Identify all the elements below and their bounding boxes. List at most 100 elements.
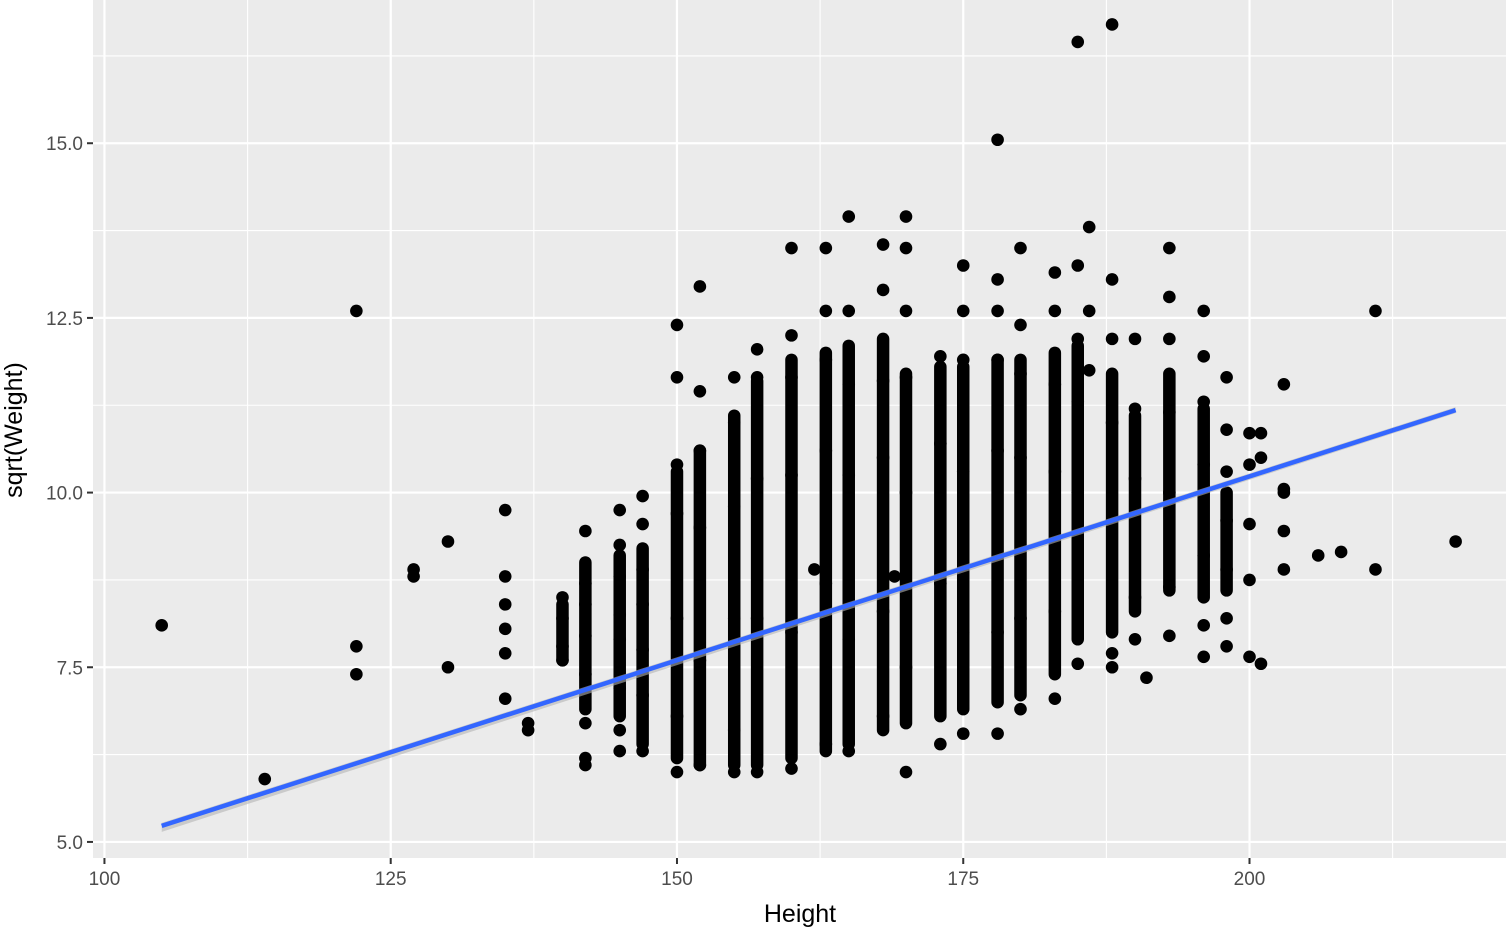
data-point	[613, 538, 627, 552]
data-point	[613, 608, 627, 622]
data-point	[1163, 290, 1176, 304]
data-point	[1048, 377, 1062, 391]
x-tick-label: 100	[89, 869, 121, 890]
data-point	[498, 646, 512, 660]
data-points	[155, 18, 1462, 786]
data-point	[842, 304, 856, 318]
data-point	[1220, 612, 1233, 625]
data-point	[1197, 458, 1211, 471]
data-point	[899, 765, 913, 779]
data-point	[1197, 350, 1211, 363]
data-point	[1197, 395, 1211, 409]
data-point	[1277, 377, 1291, 391]
data-point	[876, 374, 890, 388]
data-point	[1369, 304, 1382, 318]
data-point	[1163, 580, 1176, 594]
data-point	[876, 283, 890, 297]
data-point	[899, 660, 913, 674]
data-point	[1071, 259, 1085, 272]
data-point	[750, 370, 764, 384]
data-point	[693, 444, 707, 457]
data-point	[498, 622, 512, 636]
data-point	[727, 370, 741, 384]
y-tick-label: 12.5	[46, 309, 83, 330]
data-point	[579, 667, 592, 681]
data-point	[613, 723, 627, 737]
data-point	[670, 318, 684, 332]
data-point	[613, 570, 627, 583]
data-point	[842, 633, 856, 646]
x-axis-title: Height	[764, 900, 836, 928]
regression-line	[161, 407, 1457, 829]
data-point	[934, 737, 947, 751]
data-point	[1105, 273, 1119, 286]
data-point	[991, 133, 1004, 147]
data-point	[1449, 535, 1462, 548]
data-point	[819, 304, 833, 318]
data-point	[613, 744, 627, 758]
data-point	[1105, 416, 1119, 430]
data-point	[842, 468, 856, 482]
data-point	[1048, 266, 1062, 279]
data-point	[670, 709, 684, 723]
y-tick-label: 5.0	[57, 833, 83, 854]
data-point	[1082, 304, 1096, 318]
data-point	[991, 304, 1004, 318]
data-point	[899, 304, 913, 318]
data-point	[727, 500, 741, 513]
data-point	[727, 723, 741, 737]
y-tick-label: 15.0	[46, 134, 83, 155]
data-point	[636, 489, 649, 503]
data-point	[888, 570, 901, 583]
regression-fit	[161, 407, 1457, 832]
data-point	[785, 370, 798, 384]
x-tick-label: 150	[661, 869, 693, 890]
y-axis-title: sqrt(Weight)	[0, 362, 28, 498]
data-point	[498, 570, 512, 583]
data-point	[441, 535, 455, 548]
data-point	[1220, 370, 1233, 384]
data-point	[613, 681, 627, 695]
data-point	[1220, 423, 1233, 436]
data-point	[613, 503, 627, 517]
data-point	[1071, 657, 1085, 671]
data-point	[1071, 332, 1085, 346]
data-point	[1220, 563, 1233, 576]
data-point	[670, 370, 684, 384]
data-point	[819, 353, 833, 367]
data-point	[579, 629, 592, 643]
data-point	[956, 304, 970, 318]
data-point	[1277, 563, 1291, 576]
data-point	[1220, 465, 1233, 478]
data-point	[693, 758, 707, 772]
data-point	[785, 329, 798, 342]
data-point	[350, 304, 363, 318]
data-point	[521, 723, 535, 737]
data-point	[1128, 633, 1142, 646]
data-point	[1105, 660, 1119, 674]
data-point	[613, 633, 627, 646]
data-point	[579, 598, 592, 611]
data-point	[1220, 514, 1233, 527]
data-point	[819, 577, 833, 590]
data-point	[785, 468, 798, 482]
data-point	[556, 591, 569, 604]
data-point	[1014, 241, 1027, 255]
data-point	[1128, 332, 1142, 346]
data-point	[842, 210, 856, 223]
data-point	[876, 605, 890, 618]
data-point	[1071, 395, 1085, 409]
data-point	[1071, 486, 1085, 499]
data-point	[842, 377, 856, 391]
data-point	[1277, 524, 1291, 538]
data-point	[1197, 549, 1211, 562]
data-point	[1254, 451, 1268, 464]
data-point	[1163, 486, 1176, 499]
data-point	[991, 727, 1004, 740]
data-point	[934, 437, 947, 450]
data-point	[636, 517, 649, 531]
data-point	[1163, 241, 1176, 255]
data-point	[636, 643, 649, 657]
data-point	[750, 765, 764, 779]
